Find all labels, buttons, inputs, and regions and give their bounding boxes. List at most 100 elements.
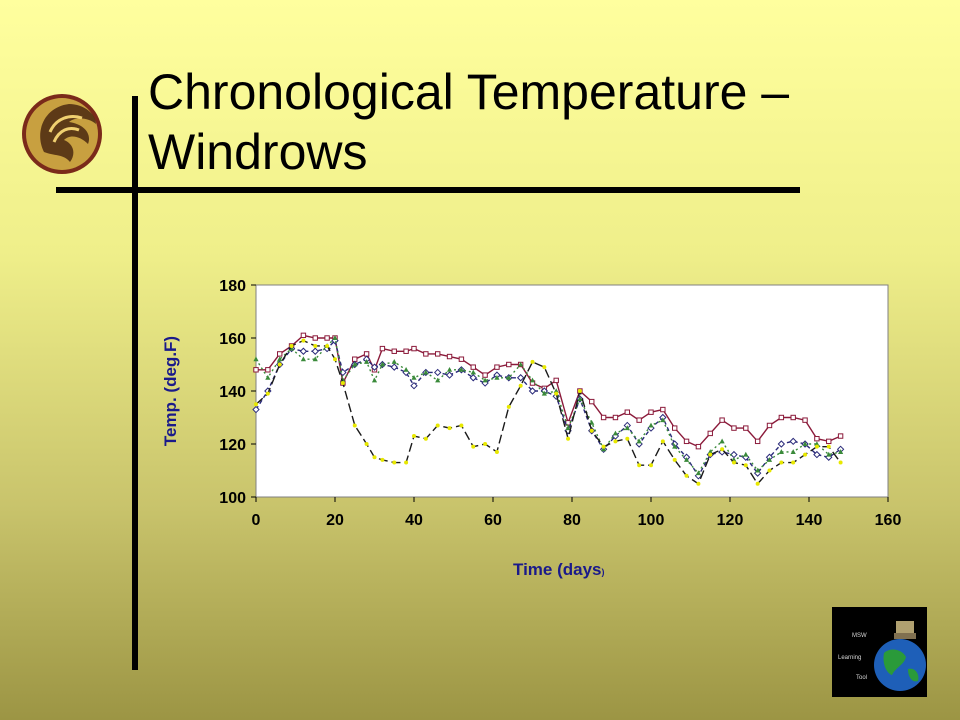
data-point	[371, 377, 378, 383]
data-point	[253, 367, 259, 373]
data-point	[300, 356, 306, 362]
data-point	[380, 457, 385, 462]
data-point	[612, 414, 619, 421]
temperature-chart: 100 120 140 160 180 0 20 40 60 80 100 120 140 160 Tem…	[161, 278, 902, 579]
data-point	[696, 481, 701, 486]
data-point	[720, 447, 725, 452]
data-point	[589, 428, 594, 433]
data-point	[469, 374, 477, 382]
data-point	[494, 449, 499, 454]
data-point	[482, 377, 488, 383]
data-point	[754, 438, 761, 445]
data-point	[695, 470, 701, 476]
data-point	[458, 367, 464, 372]
data-point	[802, 441, 808, 446]
data-point	[411, 345, 417, 352]
pegasus-logo-icon	[22, 94, 102, 174]
x-tick-label: 100	[638, 512, 665, 529]
data-point	[636, 417, 642, 423]
title-underline	[56, 187, 800, 193]
data-point	[506, 361, 512, 368]
data-point	[506, 404, 511, 409]
data-point	[470, 364, 476, 370]
data-point	[601, 444, 606, 449]
data-point	[313, 343, 318, 348]
plot-area	[255, 284, 889, 498]
y-tick-label: 120	[219, 437, 246, 454]
series-2	[253, 335, 844, 476]
data-point	[518, 361, 524, 367]
data-point	[404, 460, 409, 465]
data-point	[672, 425, 678, 431]
series-line	[256, 334, 841, 448]
data-point	[516, 374, 525, 382]
data-point	[301, 338, 306, 343]
data-point	[755, 467, 761, 473]
data-point	[370, 363, 379, 371]
data-point	[672, 443, 678, 449]
data-point	[332, 335, 338, 340]
data-point	[277, 356, 283, 362]
data-point	[803, 452, 808, 457]
data-point	[311, 347, 319, 355]
data-point	[648, 422, 654, 428]
msw-line-3: Tool	[856, 675, 867, 681]
data-point	[433, 368, 442, 377]
data-point	[390, 363, 398, 371]
data-point	[312, 356, 318, 362]
x-tick-label: 160	[875, 512, 902, 529]
data-point	[379, 345, 386, 352]
data-point	[672, 457, 677, 462]
data-point	[790, 414, 796, 421]
series-group	[252, 332, 845, 486]
data-point	[352, 361, 358, 367]
series-line	[255, 339, 842, 485]
data-point	[435, 423, 440, 428]
data-point	[379, 361, 385, 367]
data-point	[300, 332, 307, 339]
x-tick-label: 140	[796, 512, 823, 529]
data-point	[363, 351, 370, 357]
x-tick-label: 0	[252, 512, 261, 529]
data-point	[254, 402, 258, 407]
data-point	[542, 365, 547, 370]
vertical-rule	[132, 96, 138, 670]
data-point	[719, 417, 725, 423]
data-point	[577, 389, 582, 393]
data-point	[790, 449, 796, 454]
data-point	[778, 449, 784, 454]
data-point	[333, 357, 337, 362]
data-point	[731, 460, 736, 465]
data-point	[601, 446, 607, 452]
data-point	[577, 396, 583, 401]
data-point	[372, 455, 377, 460]
series-line	[255, 339, 841, 478]
data-point	[755, 481, 760, 486]
x-axis-label-main: Time (days	[513, 560, 602, 579]
msw-learning-tool-icon: MSW Learning Tool	[832, 607, 927, 697]
data-point	[660, 406, 666, 413]
data-point	[814, 441, 820, 446]
data-point	[494, 364, 500, 370]
data-point	[814, 444, 819, 449]
data-point	[312, 335, 318, 341]
data-point	[766, 457, 773, 462]
data-point	[403, 367, 409, 372]
data-point	[813, 450, 821, 459]
data-point	[265, 374, 271, 380]
data-point	[708, 452, 713, 457]
data-point	[471, 444, 476, 449]
data-point	[364, 359, 370, 364]
data-point	[435, 377, 441, 383]
data-point	[352, 423, 357, 428]
data-point	[707, 449, 713, 454]
data-point	[265, 391, 270, 396]
x-tick-label: 80	[563, 512, 581, 529]
data-point	[541, 390, 547, 396]
data-point	[403, 348, 409, 354]
data-point	[447, 426, 452, 431]
data-point	[838, 460, 843, 465]
data-point	[826, 451, 832, 457]
data-point	[648, 409, 654, 415]
data-point	[660, 417, 666, 423]
